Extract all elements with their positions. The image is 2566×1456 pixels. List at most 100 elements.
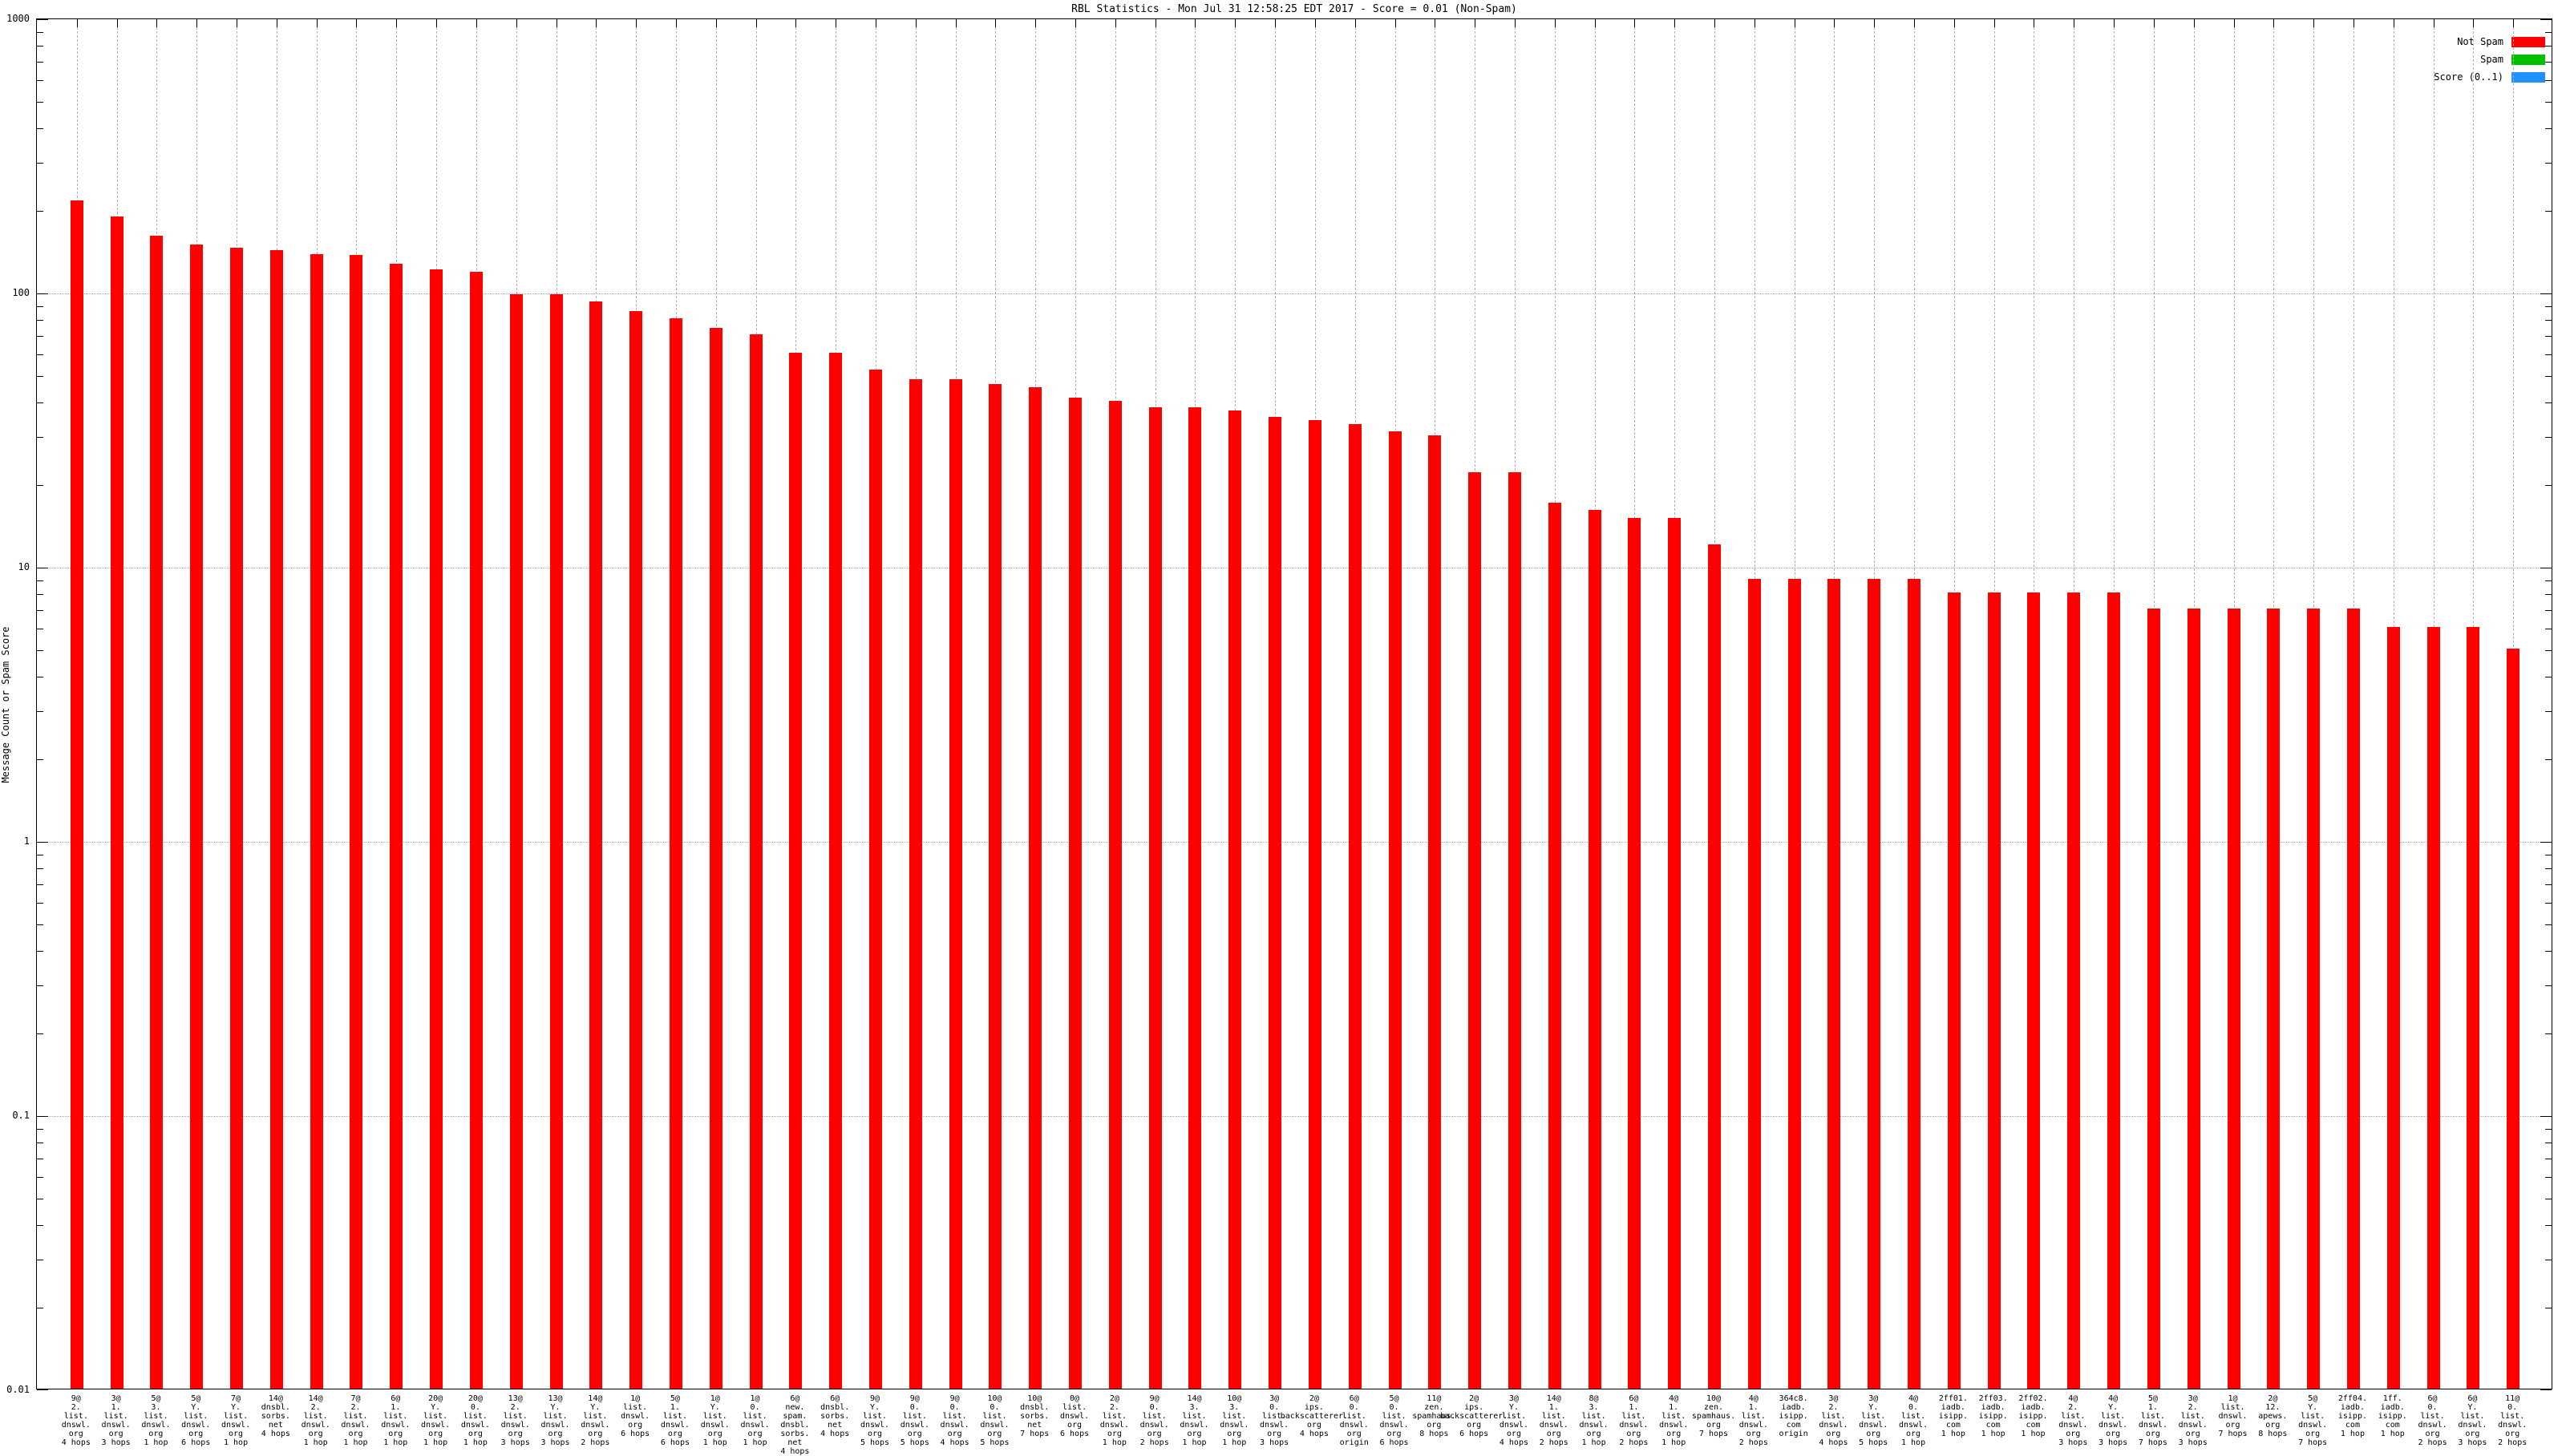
bar-20@Y.list.dnswl.org <box>430 269 443 1389</box>
y-tick-minor <box>2545 335 2552 337</box>
legend-row: Score (0..1) <box>2434 68 2545 86</box>
bar-6@0.list.dnswl.org <box>2426 626 2440 1389</box>
x-tick-top <box>636 19 637 27</box>
y-tick-label: 10 <box>18 561 30 572</box>
x-tick-top <box>1035 19 1037 27</box>
y-tick-minor <box>37 61 43 63</box>
y-tick-minor <box>2545 79 2552 81</box>
x-tick-top <box>1834 19 1835 27</box>
bar-1@Y.list.dnswl.org <box>709 327 722 1389</box>
legend-row: Spam <box>2434 51 2545 68</box>
bar-364c8.iadb.isipp.com <box>1787 578 1801 1389</box>
x-tick-top <box>2153 19 2155 27</box>
y-tick-major <box>2540 842 2552 843</box>
y-tick-minor <box>2545 580 2552 581</box>
bar-20@0.list.dnswl.org <box>469 272 483 1389</box>
bar-11@0.list.dnswl.org <box>2507 648 2520 1389</box>
bar-10@zen.spamhaus.org <box>1708 544 1721 1389</box>
y-tick-major <box>2540 1389 2552 1390</box>
x-tick-top <box>755 19 757 27</box>
bar-5@1.list.dnswl.org <box>2147 608 2160 1389</box>
x-tick-top <box>2513 19 2515 27</box>
legend-swatch-not-spam <box>2511 36 2545 47</box>
plot-area: Not Spam Spam Score (0..1) <box>36 18 2552 1390</box>
bar-10@3.list.dnswl.org <box>1228 410 1242 1389</box>
y-tick-minor <box>2545 162 2552 164</box>
y-tick-minor <box>37 580 43 581</box>
y-tick-minor <box>2545 759 2552 761</box>
legend-swatch-score-0-1- <box>2511 71 2545 83</box>
y-tick-minor <box>37 710 43 712</box>
y-tick-major <box>37 1389 48 1390</box>
chart-title: RBL Statistics - Mon Jul 31 12:58:25 EDT… <box>1071 3 1517 15</box>
bar-2ff01.iadb.isipp.com <box>1947 593 1961 1389</box>
y-tick-minor <box>37 985 43 986</box>
y-tick-minor <box>2545 868 2552 870</box>
y-tick-minor <box>37 162 43 164</box>
x-tick-top <box>1354 19 1356 27</box>
y-tick-minor <box>37 31 43 33</box>
y-tick-minor <box>37 211 43 212</box>
bar-14@3.list.dnswl.org <box>1188 406 1202 1389</box>
y-tick-label: 1000 <box>6 13 30 24</box>
y-tick-minor <box>2545 485 2552 487</box>
bar-3@2.list.dnswl.org <box>2187 608 2200 1389</box>
y-tick-label: 0.1 <box>12 1110 30 1121</box>
y-tick-minor <box>37 951 43 952</box>
bar-3@Y.list.dnswl.org <box>1868 578 1881 1389</box>
x-tick-top <box>2114 19 2115 27</box>
y-tick-minor <box>37 402 43 404</box>
x-axis-label: 10@ dnsbl. sorbs. net 7 hops <box>1020 1394 1050 1438</box>
y-tick-minor <box>37 46 43 47</box>
x-axis-label: 1ff. iadb. isipp. com 1 hop <box>2378 1394 2407 1438</box>
y-tick-minor <box>37 924 43 925</box>
bar-6@dnsbl.sorbs.net <box>829 352 843 1389</box>
bar-2@ips.backscatterer.org <box>1308 420 1321 1389</box>
bar-11@zen.spamhaus.org <box>1428 435 1442 1389</box>
x-tick-top <box>1874 19 1876 27</box>
bar-13@Y.list.dnswl.org <box>549 294 563 1389</box>
y-tick-minor <box>2545 46 2552 47</box>
x-tick-top <box>1914 19 1916 27</box>
y-tick-minor <box>2545 902 2552 904</box>
y-tick-minor <box>2545 1128 2552 1130</box>
bar-3@Y.list.dnswl.org <box>1508 471 1521 1389</box>
y-tick-major <box>37 19 48 20</box>
bar-4@1.list.dnswl.org <box>1747 578 1761 1389</box>
y-tick-label: 100 <box>12 287 30 298</box>
bar-5@0.list.dnswl.org <box>1388 431 1402 1389</box>
x-axis-label: 2ff04. iadb. isipp. com 1 hop <box>2337 1394 2367 1438</box>
bar-7@2.list.dnswl.org <box>350 255 363 1389</box>
x-axis-label: 1@ list. dnswl. org 6 hops <box>621 1394 650 1438</box>
x-tick-top <box>955 19 957 27</box>
x-tick-top <box>1594 19 1596 27</box>
x-axis-label: 0@ list. dnswl. org 6 hops <box>1059 1394 1090 1438</box>
y-tick-minor <box>2545 61 2552 63</box>
x-axis-label: 2ff02. iadb. isipp. com 1 hop <box>2018 1394 2048 1438</box>
bar-14@dnsbl.sorbs.net <box>269 249 283 1389</box>
bar-9@0.list.dnswl.org <box>949 379 962 1389</box>
x-axis-label: 11@ zen. spamhaus. org 8 hops <box>1412 1394 1456 1438</box>
bar-5@1.list.dnswl.org <box>669 318 682 1389</box>
x-tick-top <box>995 19 997 27</box>
y-tick-minor <box>37 1176 43 1178</box>
bar-2ff04.iadb.isipp.com <box>2346 608 2360 1389</box>
x-axis-label: 6@ dnsbl. sorbs. net 4 hops <box>820 1394 850 1438</box>
y-tick-minor <box>37 79 43 81</box>
y-tick-minor <box>37 485 43 487</box>
x-tick-top <box>396 19 398 27</box>
y-tick-minor <box>37 1033 43 1035</box>
x-axis-label: 14@ dnsbl. sorbs. net 4 hops <box>261 1394 290 1438</box>
bar-0@list.dnswl.org <box>1069 398 1083 1389</box>
legend-label: Not Spam <box>2457 36 2503 47</box>
y-tick-minor <box>2545 884 2552 885</box>
y-tick-minor <box>2545 402 2552 404</box>
bar-2ff02.iadb.isipp.com <box>2027 593 2041 1389</box>
y-tick-minor <box>37 868 43 870</box>
y-tick-label: 0.01 <box>6 1384 30 1395</box>
x-tick-top <box>1953 19 1955 27</box>
x-axis-label: 2@ ips. backscatterer. org 4 hops <box>1280 1394 1349 1438</box>
bar-4@Y.list.dnswl.org <box>2107 593 2121 1389</box>
bar-1ff.iadb.isipp.com <box>2386 626 2400 1389</box>
